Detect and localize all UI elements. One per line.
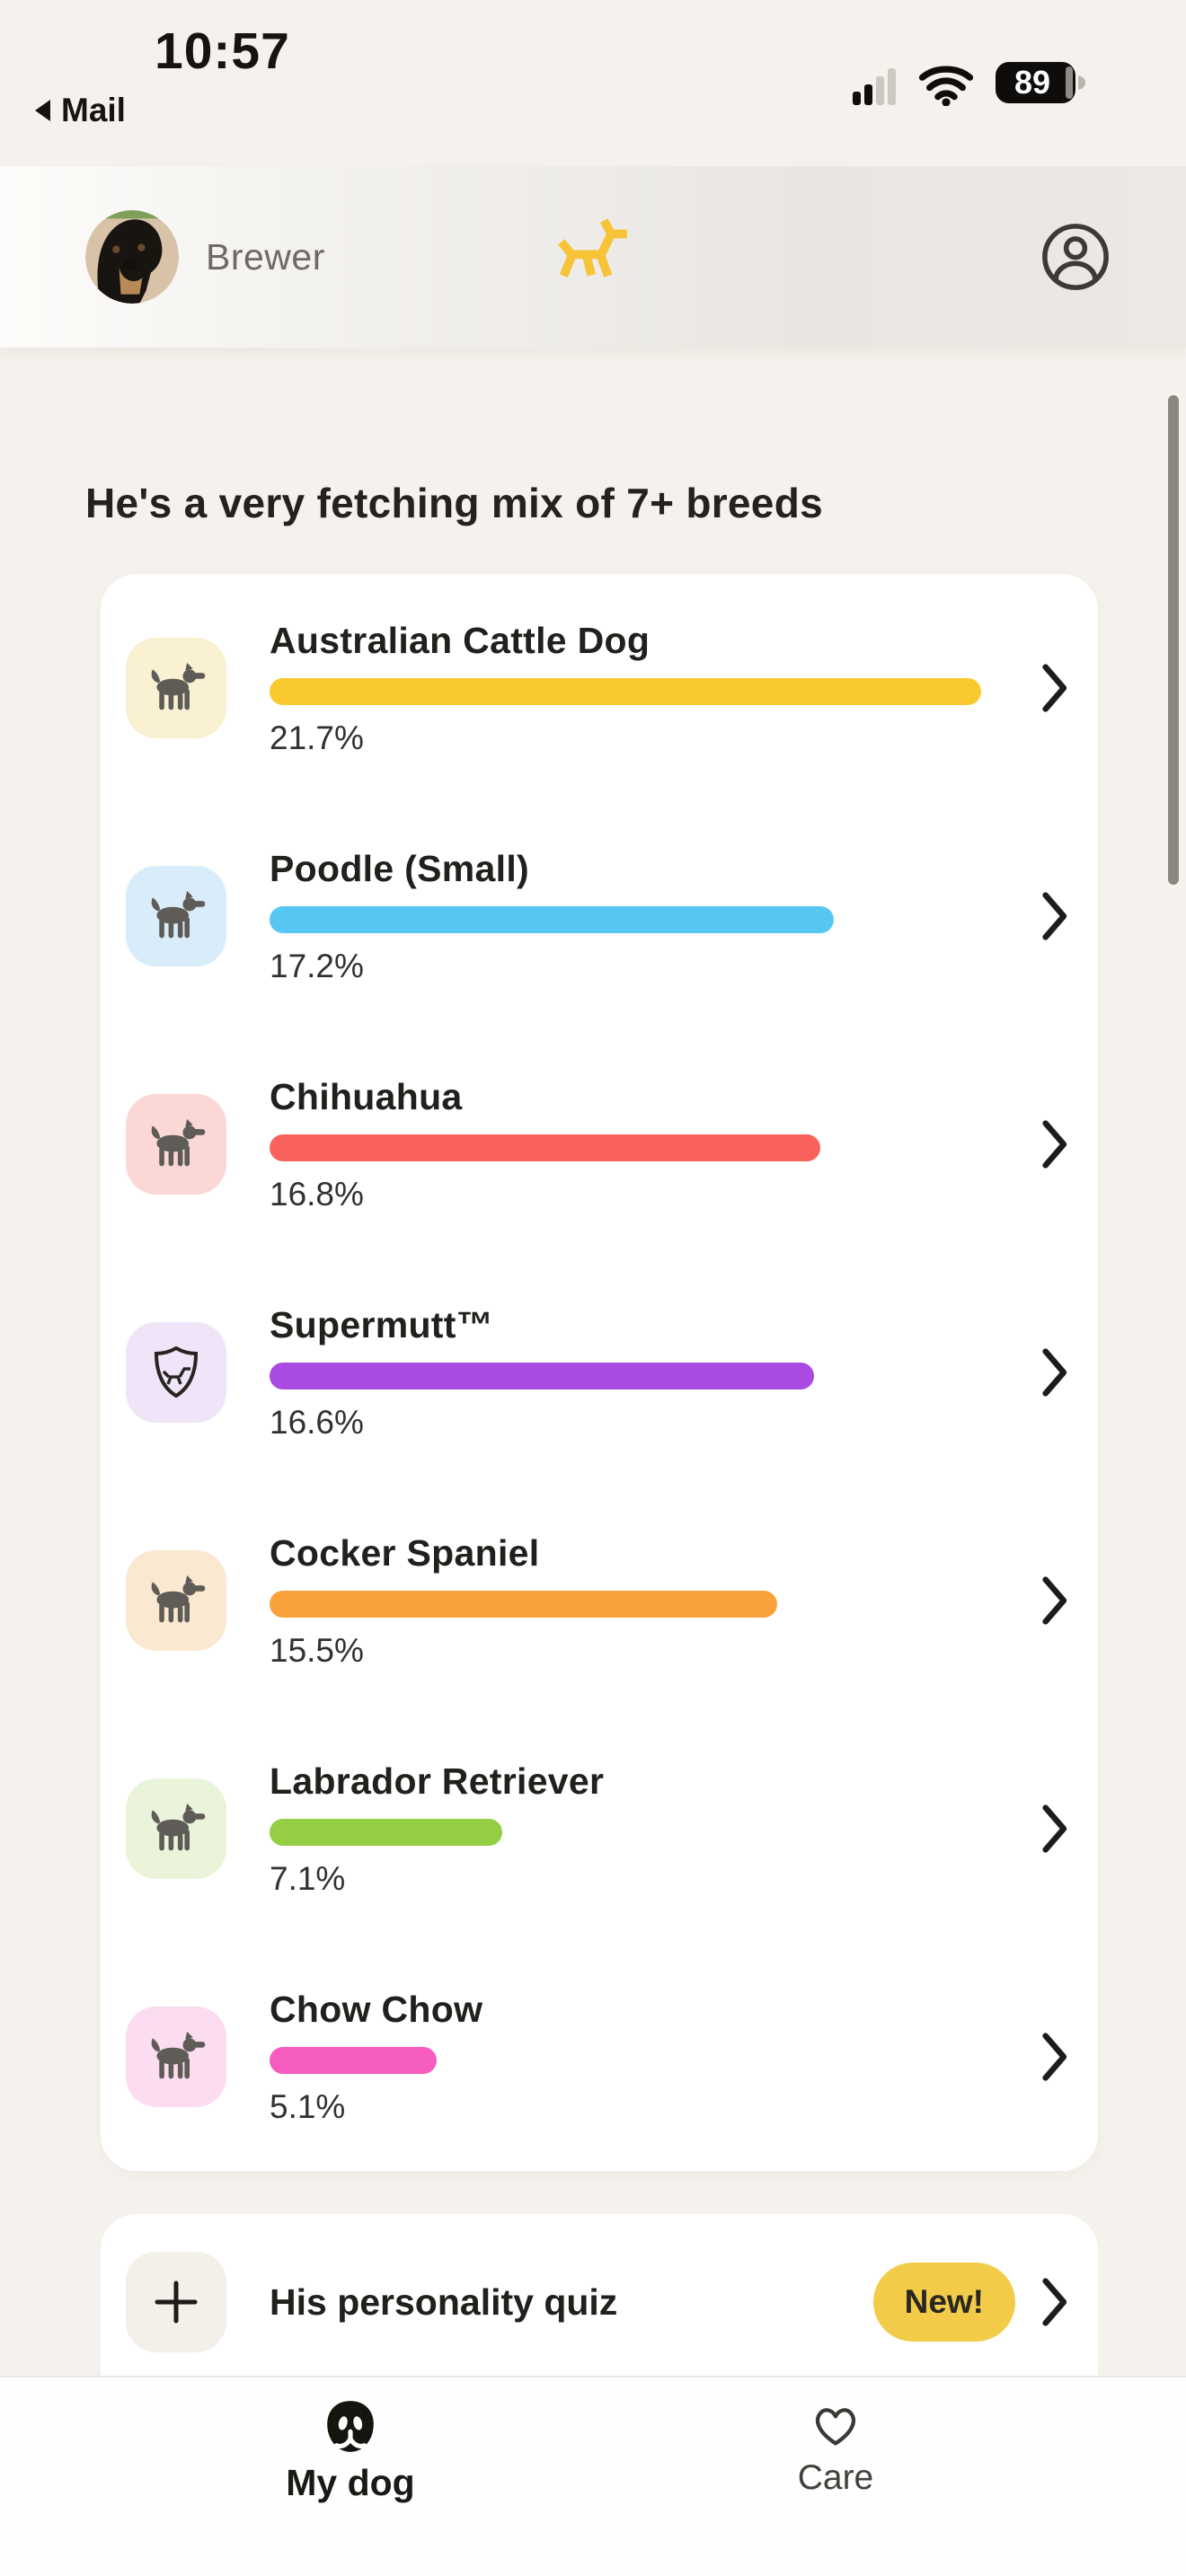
breed-row[interactable]: Cocker Spaniel 15.5% <box>101 1486 1098 1715</box>
dog-avatar[interactable] <box>85 210 179 304</box>
dog-breed-icon <box>151 1803 206 1851</box>
tab-care[interactable]: Care <box>701 2378 970 2576</box>
back-to-mail-label: Mail <box>61 92 126 128</box>
breed-icon-tile <box>126 1778 226 1879</box>
breed-bar-track <box>270 1818 981 1846</box>
breed-bar <box>270 905 835 933</box>
status-icons: 89 <box>853 59 1087 106</box>
breed-info: Chow Chow 5.1% <box>270 1989 1037 2126</box>
breed-chevron <box>1037 1119 1071 1169</box>
breed-bar <box>270 2046 438 2074</box>
breed-name: Chihuahua <box>270 1075 463 1117</box>
breed-results-card: Australian Cattle Dog 21.7% <box>101 574 1098 2171</box>
breed-info: Poodle (Small) 17.2% <box>270 848 1037 985</box>
breed-icon-tile <box>126 1550 226 1651</box>
breed-bar <box>270 1362 814 1389</box>
breed-bar-track <box>270 2046 981 2074</box>
dog-avatar-photo <box>85 210 179 304</box>
app-header: Brewer <box>0 166 1186 348</box>
breed-icon-tile <box>126 1094 226 1195</box>
breed-icon-tile <box>126 866 226 966</box>
breed-percent: 16.8% <box>270 1175 364 1213</box>
tab-my-dog[interactable]: My dog <box>216 2378 485 2576</box>
account-button[interactable] <box>1040 222 1111 292</box>
clock: 10:57 <box>155 22 290 80</box>
breed-bar-track <box>270 1362 981 1389</box>
breed-bar-track <box>270 677 981 705</box>
breed-row[interactable]: Labrador Retriever 7.1% <box>101 1715 1098 1943</box>
breed-chevron <box>1037 1804 1071 1854</box>
breed-row[interactable]: Chow Chow 5.1% <box>101 1943 1098 2171</box>
dog-breed-icon <box>151 1575 206 1623</box>
breed-row[interactable]: Chihuahua 16.8% <box>101 1030 1098 1258</box>
scrollbar-thumb[interactable] <box>1168 395 1179 885</box>
breed-row[interactable]: Supermutt™ 16.6% <box>101 1258 1098 1486</box>
back-triangle-icon <box>35 100 50 121</box>
dog-breed-icon <box>151 1118 206 1167</box>
battery-percent: 89 <box>1014 64 1050 101</box>
breed-bar <box>270 1134 820 1161</box>
breed-icon-tile <box>126 2007 226 2107</box>
breed-name: Chow Chow <box>270 1988 483 2030</box>
breed-row[interactable]: Australian Cattle Dog 21.7% <box>101 574 1098 802</box>
breed-percent: 21.7% <box>270 719 364 756</box>
breed-chevron <box>1037 891 1071 941</box>
breed-chevron <box>1037 1575 1071 1626</box>
breed-info: Australian Cattle Dog 21.7% <box>270 620 1037 757</box>
breed-info: Labrador Retriever 7.1% <box>270 1760 1037 1898</box>
plus-icon <box>155 2280 198 2324</box>
breed-chevron <box>1037 663 1071 713</box>
breed-name: Australian Cattle Dog <box>270 619 651 661</box>
dog-breed-icon <box>151 890 206 939</box>
quiz-icon-tile <box>126 2252 226 2352</box>
breed-row[interactable]: Poodle (Small) 17.2% <box>101 802 1098 1030</box>
dog-breed-icon <box>151 662 206 710</box>
back-to-mail-button[interactable]: Mail <box>32 92 126 129</box>
breed-name: Poodle (Small) <box>270 847 529 889</box>
breed-percent: 17.2% <box>270 947 364 984</box>
breed-info: Cocker Spaniel 15.5% <box>270 1532 1037 1670</box>
supermutt-shield-icon <box>154 1345 199 1398</box>
tab-my-dog-label: My dog <box>286 2462 415 2503</box>
quiz-chevron <box>1037 2277 1071 2327</box>
breed-icon-tile <box>126 1322 226 1423</box>
status-bar: 10:57 Mail 89 <box>0 0 1186 166</box>
breed-percent: 15.5% <box>270 1631 364 1669</box>
battery-icon: 89 <box>996 62 1085 103</box>
page-title: He's a very fetching mix of 7+ breeds <box>85 480 823 526</box>
breed-name: Labrador Retriever <box>270 1760 605 1802</box>
breed-chevron <box>1037 2032 1071 2082</box>
breed-bar-track <box>270 1590 981 1618</box>
tab-bar: My dog Care <box>0 2376 1186 2576</box>
breed-name: Cocker Spaniel <box>270 1531 540 1574</box>
breed-bar <box>270 1818 502 1846</box>
breed-chevron <box>1037 1347 1071 1398</box>
account-icon <box>1042 224 1109 290</box>
dog-nose-icon <box>327 2401 374 2452</box>
breed-bar-track <box>270 1134 981 1161</box>
heart-icon <box>815 2408 856 2446</box>
wifi-icon <box>918 66 974 106</box>
breed-icon-tile <box>126 638 226 738</box>
breed-info: Supermutt™ 16.6% <box>270 1304 1037 1442</box>
breed-bar-track <box>270 905 981 933</box>
breed-percent: 7.1% <box>270 1859 346 1897</box>
quiz-title: His personality quiz <box>270 2280 618 2323</box>
dog-name: Brewer <box>206 235 325 278</box>
tab-care-label: Care <box>797 2458 874 2497</box>
breed-name: Supermutt™ <box>270 1303 493 1345</box>
embark-logo-icon <box>553 214 633 297</box>
breed-bar <box>270 1590 778 1618</box>
dog-breed-icon <box>151 2031 206 2079</box>
breed-percent: 16.6% <box>270 1403 364 1441</box>
breed-info: Chihuahua 16.8% <box>270 1076 1037 1213</box>
breed-bar <box>270 677 981 705</box>
new-badge: New! <box>872 2263 1015 2342</box>
cellular-signal-icon <box>853 68 896 105</box>
breed-percent: 5.1% <box>270 2087 346 2125</box>
